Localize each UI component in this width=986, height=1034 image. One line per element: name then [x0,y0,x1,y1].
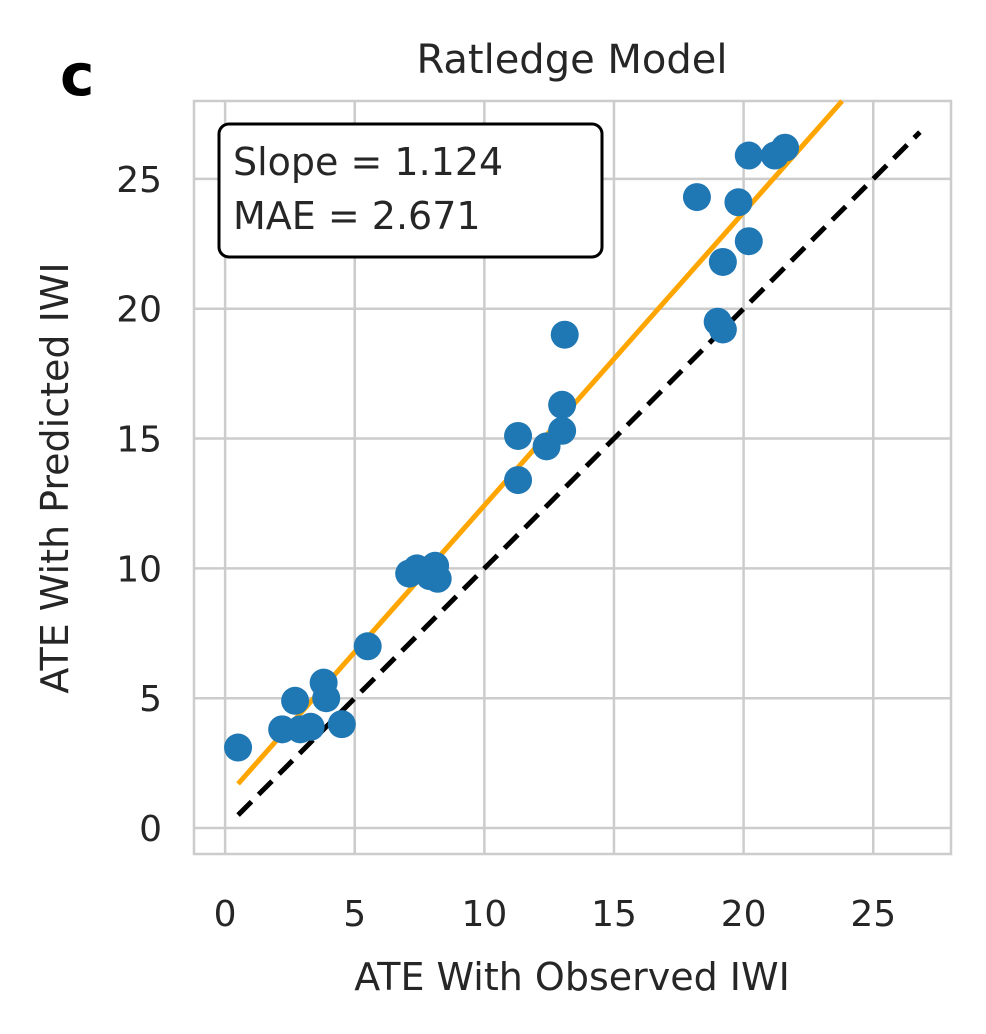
identity-line-group [236,130,922,817]
data-point [312,684,341,713]
data-point [771,133,800,162]
data-point [708,315,737,344]
y-tick-label: 10 [116,549,162,590]
data-point [734,227,763,256]
x-tick-label: 5 [343,894,366,935]
data-point [423,564,452,593]
data-point [353,632,382,661]
data-point [682,183,711,212]
data-point [296,712,325,741]
plot-frame [192,99,953,856]
x-tick-label: 25 [850,894,896,935]
x-tick-label: 20 [721,894,767,935]
data-point [550,320,579,349]
annotation-mae: MAE = 2.671 [233,194,481,238]
x-tick-labels: 0 5 10 15 20 25 [214,894,896,935]
x-axis-title: ATE With Observed IWI [354,955,790,999]
data-point [548,416,577,445]
y-tick-label: 0 [139,809,162,850]
panel-letter: c [60,41,94,109]
annotation-box: Slope = 1.124 MAE = 2.671 [217,122,604,259]
annotation-frame [217,122,604,259]
data-point [724,188,753,217]
x-tick-label: 10 [461,894,507,935]
data-point [548,390,577,419]
y-tick-label: 5 [139,679,162,720]
data-point [224,733,253,762]
chart-title: Ratledge Model [416,37,727,83]
y-tick-labels: 0 5 10 15 20 25 [116,160,162,850]
x-tick-label: 15 [591,894,637,935]
y-tick-label: 15 [116,420,162,461]
data-point [327,710,356,739]
y-tick-label: 20 [116,290,162,331]
annotation-slope: Slope = 1.124 [233,140,503,184]
data-point [708,247,737,276]
data-point [504,466,533,495]
x-tick-label: 0 [214,894,237,935]
identity-line [236,130,922,817]
scatter-points [224,133,800,762]
y-tick-label: 25 [116,160,162,201]
data-point [734,141,763,170]
y-axis-title: ATE With Predicted IWI [33,262,77,693]
data-point [281,686,310,715]
data-point [504,421,533,450]
